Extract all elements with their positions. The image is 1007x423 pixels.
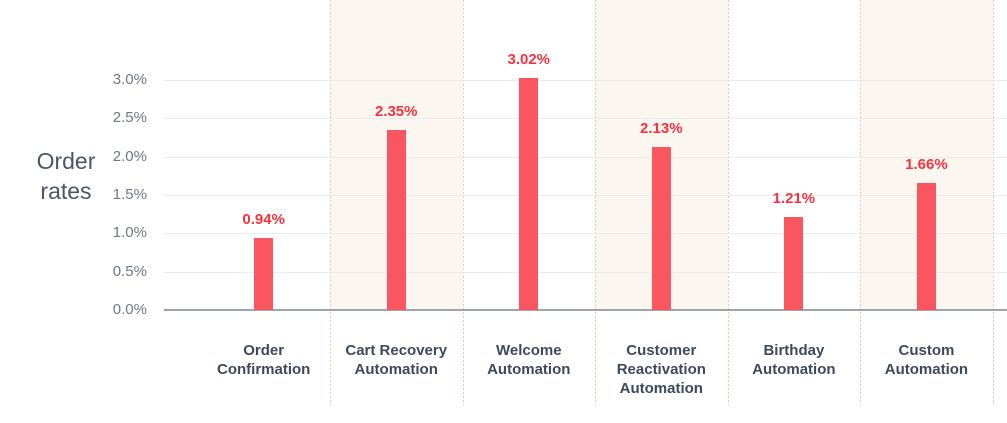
bar[interactable] [519,78,539,310]
bar-value-label: 1.21% [772,190,816,207]
y-tick-label: 0.5% [112,263,147,280]
bar[interactable] [784,217,804,310]
bar-value-label: 0.94% [242,211,285,228]
y-tick-label: 2.0% [112,148,147,165]
y-tick-label: 0.0% [112,301,147,318]
gridline [164,233,1007,234]
bar-value-label: 3.02% [507,51,551,68]
x-axis-line [164,309,1007,311]
bar[interactable] [254,238,274,310]
category-label: Order Confirmation [217,342,311,378]
gridline [164,272,1007,273]
dotted-separator [329,0,331,405]
dotted-separator [727,0,729,405]
y-tick-label: 1.0% [112,224,147,241]
dotted-separator [992,0,994,405]
bar[interactable] [386,130,406,310]
dotted-separator [595,0,597,405]
category-label: Customer Reactivation Automation [616,342,706,397]
bar-value-label: 1.66% [905,156,948,173]
bar[interactable] [651,147,671,310]
y-tick-label: 2.5% [112,109,147,126]
dotted-separator [462,0,464,405]
category-label: Birthday Automation [752,342,836,378]
gridline [164,80,1007,81]
dotted-separator [860,0,862,405]
gridline [164,118,1007,119]
category-label: Custom Automation [884,342,969,378]
bar-value-label: 2.35% [374,103,418,120]
y-tick-label: 3.0% [112,71,147,88]
y-axis-title: Order rates [36,148,96,204]
category-label: Cart Recovery Automation [345,342,448,378]
y-tick-label: 1.5% [112,186,147,203]
gridline [164,195,1007,196]
bar-value-label: 2.13% [640,120,683,137]
category-label: Welcome Automation [487,342,571,378]
gridline [164,157,1007,158]
bar[interactable] [916,183,936,310]
